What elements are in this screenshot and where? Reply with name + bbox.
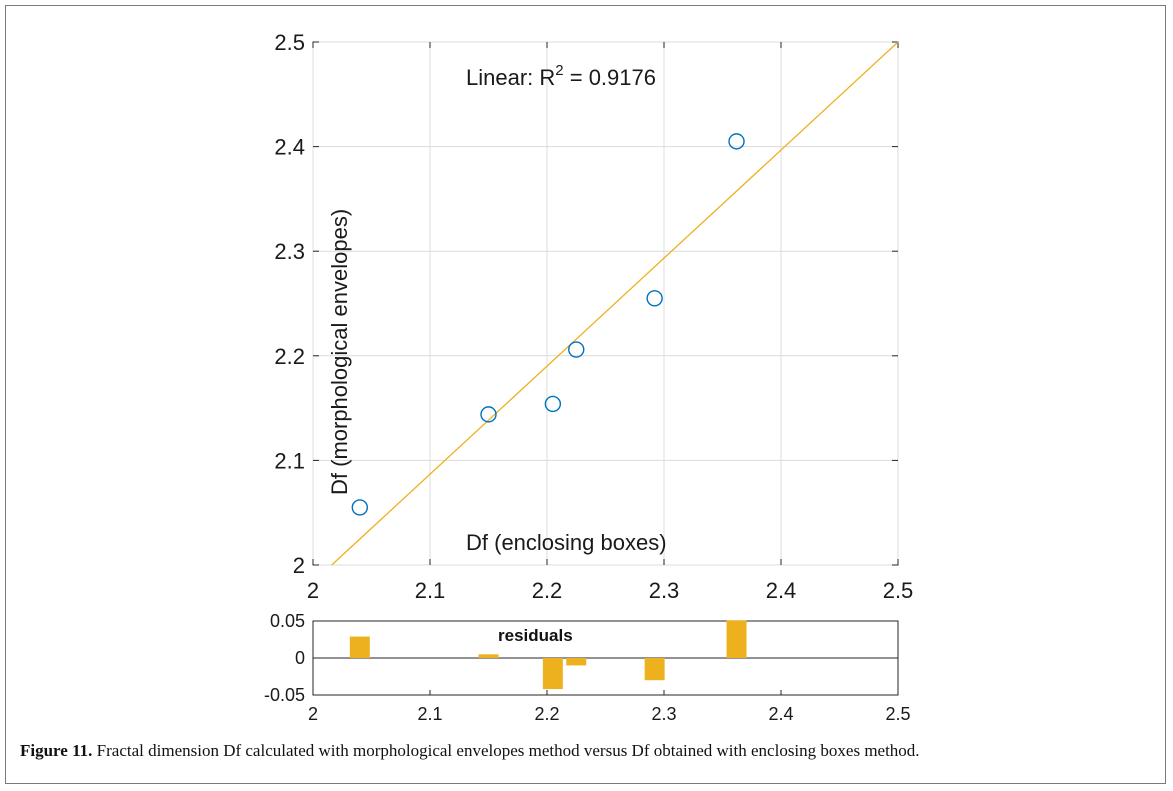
residual-bar: [566, 658, 587, 666]
residual-x-tick-label: 2.3: [651, 704, 676, 724]
y-tick-label: 2.5: [274, 30, 305, 55]
linear-fit-line: [331, 41, 899, 566]
y-tick-label: 2: [293, 553, 305, 578]
x-tick-label: 2.5: [883, 578, 914, 603]
residual-bar: [349, 636, 370, 658]
residual-x-tick-label: 2: [308, 704, 318, 724]
residuals-ticks: 2 2.1 2.2 2.3 2.4 2.5 0.05 0 -0.05: [264, 611, 911, 724]
residual-x-tick-label: 2.2: [534, 704, 559, 724]
y-tick-label: 2.2: [274, 344, 305, 369]
data-point: [480, 406, 497, 423]
scatter-plot: 2 2.1 2.2 2.3 2.4 2.5 2 2.1 2.2 2.3 2.4 2.5 Linear:…: [274, 30, 913, 603]
residual-y-tick-label: -0.05: [264, 685, 305, 705]
residual-x-tick-label: 2.4: [768, 704, 793, 724]
residual-bar: [644, 658, 665, 681]
main-grid: [312, 41, 899, 566]
y-axis-label: Df (morphological envelopes): [327, 209, 352, 495]
y-tick-label: 2.1: [274, 448, 305, 473]
figure-caption: Figure 11. Fractal dimension Df calculat…: [20, 741, 920, 761]
residual-y-tick-label: 0: [295, 648, 305, 668]
y-tick-label: 2.3: [274, 239, 305, 264]
residual-x-tick-label: 2.5: [885, 704, 910, 724]
data-points: [351, 133, 745, 516]
r-squared-annotation: Linear: R2 = 0.9176: [466, 62, 656, 90]
x-tick-label: 2.4: [766, 578, 797, 603]
main-plot-box: [312, 41, 899, 566]
residual-x-tick-label: 2.1: [417, 704, 442, 724]
y-tick-label: 2.4: [274, 135, 305, 160]
residual-y-tick-label: 0.05: [270, 611, 305, 631]
residual-bar: [542, 658, 563, 690]
x-tick-label: 2.3: [649, 578, 680, 603]
residuals-plot: 2 2.1 2.2 2.3 2.4 2.5 0.05 0 -0.05 residuals: [264, 611, 911, 724]
residual-bars: [349, 620, 747, 690]
residual-bar: [478, 654, 499, 658]
data-point: [728, 133, 745, 150]
residual-bar: [726, 620, 747, 658]
data-point: [351, 499, 368, 516]
x-tick-label: 2: [307, 578, 319, 603]
main-ticks: 2 2.1 2.2 2.3 2.4 2.5 2 2.1 2.2 2.3 2.4 2.5: [274, 30, 913, 603]
figure-caption-label: Figure 11.: [20, 741, 93, 760]
data-point: [646, 290, 663, 307]
x-tick-label: 2.2: [532, 578, 563, 603]
data-point: [568, 341, 585, 358]
x-tick-label: 2.1: [415, 578, 446, 603]
x-axis-label: Df (enclosing boxes): [466, 530, 667, 555]
residuals-title: residuals: [498, 626, 573, 645]
data-point: [544, 395, 562, 413]
figure-caption-text: Fractal dimension Df calculated with mor…: [92, 741, 920, 760]
